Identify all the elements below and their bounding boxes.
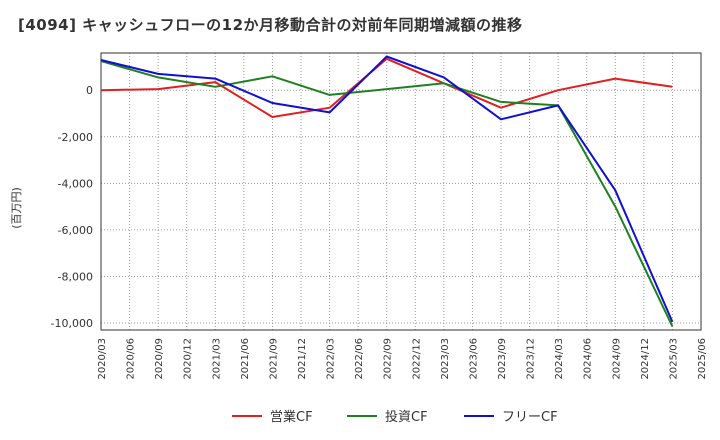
y-axis-label: (百万円): [10, 187, 23, 229]
series-layer: [100, 55, 674, 327]
x-tick-label: 2020/12: [183, 338, 194, 380]
x-tick-label: 2024/12: [640, 338, 651, 380]
y-tick-label: -8,000: [58, 270, 93, 283]
grid-layer: [101, 53, 701, 330]
y-tick-label: -6,000: [58, 224, 93, 237]
series-line-1: [100, 60, 674, 327]
x-tick-label: 2021/03: [211, 338, 222, 380]
x-tick-label: 2021/06: [240, 338, 251, 380]
legend-label-0: 営業CF: [270, 409, 313, 425]
y-tick-label: -4,000: [58, 177, 93, 190]
chart-title: [4094] キャッシュフローの12か月移動合計の対前年同期増減額の推移: [18, 16, 523, 34]
y-tick-label: -2,000: [58, 131, 93, 144]
x-tick-label: 2024/03: [554, 338, 565, 380]
x-tick-label: 2020/03: [97, 338, 108, 380]
series-line-0: [100, 57, 673, 118]
y-tick-label: 0: [86, 84, 93, 97]
series-line-2: [100, 55, 674, 323]
x-tick-label: 2023/06: [468, 338, 479, 380]
x-tick-label: 2024/06: [583, 338, 594, 380]
x-axis-ticks: 2020/03 2020/06 2020/09 2020/12 2021/03 2021/…: [97, 338, 708, 380]
x-tick-label: 2021/09: [268, 338, 279, 380]
x-tick-label: 2024/09: [611, 338, 622, 380]
x-tick-label: 2022/06: [354, 338, 365, 380]
x-tick-label: 2025/03: [668, 338, 679, 380]
legend: 営業CF 投資CF フリーCF: [232, 409, 558, 425]
legend-label-2: フリーCF: [502, 410, 558, 425]
x-tick-label: 2025/06: [697, 338, 708, 380]
x-tick-label: 2022/03: [326, 338, 337, 380]
x-tick-label: 2021/12: [297, 338, 308, 380]
x-tick-label: 2023/09: [497, 338, 508, 380]
y-axis-ticks: 0 -2,000 -4,000 -6,000 -8,000 -10,000: [51, 84, 93, 330]
y-tick-label: -10,000: [51, 317, 93, 330]
x-tick-label: 2022/09: [383, 338, 394, 380]
x-tick-label: 2023/03: [440, 338, 451, 380]
x-tick-label: 2020/06: [126, 338, 137, 380]
x-tick-label: 2020/09: [154, 338, 165, 380]
x-tick-label: 2023/12: [526, 338, 537, 380]
legend-label-1: 投資CF: [385, 409, 428, 425]
x-tick-label: 2022/12: [411, 338, 422, 380]
plot-frame: [100, 52, 702, 331]
